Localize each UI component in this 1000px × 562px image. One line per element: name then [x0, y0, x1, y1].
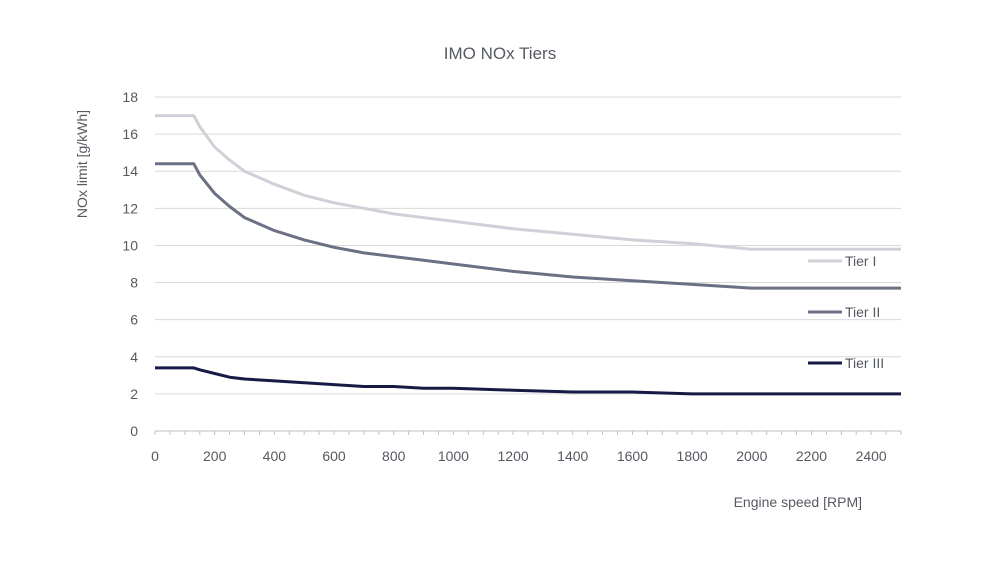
y-tick-label: 6 [130, 312, 138, 328]
chart-title: IMO NOx Tiers [444, 44, 556, 63]
legend-label: Tier III [845, 355, 884, 371]
x-tick-label: 2200 [796, 448, 827, 464]
y-tick-label: 4 [130, 349, 138, 365]
y-tick-label: 2 [130, 386, 138, 402]
x-tick-label: 1000 [438, 448, 469, 464]
x-tick-label: 2000 [736, 448, 767, 464]
legend-label: Tier I [845, 253, 876, 269]
x-tick-label: 600 [322, 448, 346, 464]
y-tick-label: 8 [130, 275, 138, 291]
y-tick-label: 18 [122, 89, 138, 105]
series-lines [155, 114, 901, 396]
x-tick-labels: 0 200 400 600 800 1000 1200 1400 1600 1800 2000 220… [151, 448, 887, 464]
x-axis [154, 430, 902, 435]
y-tick-label: 14 [122, 163, 138, 179]
x-tick-label: 0 [151, 448, 159, 464]
x-tick-label: 1200 [498, 448, 529, 464]
x-axis-label: Engine speed [RPM] [734, 494, 862, 510]
x-tick-label: 1400 [557, 448, 588, 464]
x-tick-label: 2400 [856, 448, 887, 464]
x-tick-label: 200 [203, 448, 227, 464]
x-tick-label: 1800 [677, 448, 708, 464]
y-tick-label: 0 [130, 423, 138, 439]
y-tick-label: 10 [122, 237, 138, 253]
x-tick-label: 400 [263, 448, 287, 464]
series-line-tier-i [155, 114, 901, 251]
y-tick-labels: 0 2 4 6 8 10 12 14 16 18 [122, 89, 138, 439]
y-tick-label: 16 [122, 126, 138, 142]
y-tick-label: 12 [122, 200, 138, 216]
series-line-tier-iii [155, 366, 901, 396]
legend-label: Tier II [845, 304, 880, 320]
grid-lines [155, 96, 901, 395]
x-tick-label: 1600 [617, 448, 648, 464]
series-line-tier-ii [155, 162, 901, 290]
y-axis-label: NOx limit [g/kWh] [74, 110, 90, 218]
x-tick-label: 800 [382, 448, 406, 464]
legend: Tier I Tier II Tier III [808, 253, 884, 371]
